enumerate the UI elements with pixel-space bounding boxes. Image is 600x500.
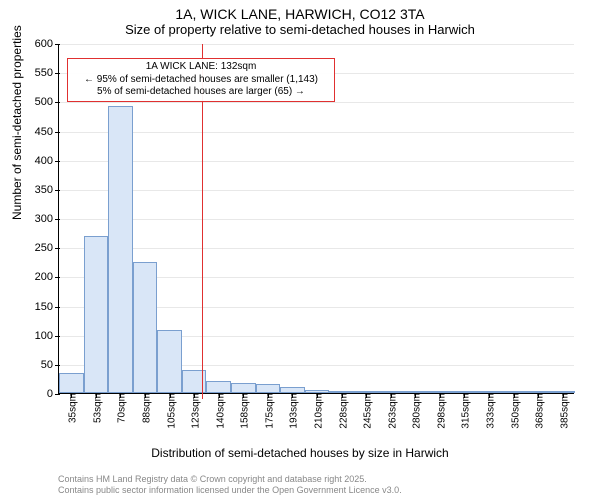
y-axis-label: Number of semi-detached properties — [10, 25, 24, 220]
annotation-box: 1A WICK LANE: 132sqm← 95% of semi-detach… — [67, 58, 335, 102]
gridline-h — [59, 161, 574, 162]
x-tick-label: 35sqm — [64, 393, 79, 423]
x-tick-label: 385sqm — [555, 393, 570, 429]
footer-line-2: Contains public sector information licen… — [58, 485, 402, 496]
histogram-bar — [133, 262, 158, 393]
y-tick-label: 400 — [35, 155, 59, 167]
y-tick-label: 450 — [35, 126, 59, 138]
x-tick-label: 105sqm — [162, 393, 177, 429]
x-tick-label: 123sqm — [187, 393, 202, 429]
y-tick-label: 600 — [35, 38, 59, 50]
x-axis-label: Distribution of semi-detached houses by … — [0, 446, 600, 460]
annotation-line: 5% of semi-detached houses are larger (6… — [72, 86, 330, 99]
x-tick-label: 315sqm — [457, 393, 472, 429]
annotation-line: ← 95% of semi-detached houses are smalle… — [72, 74, 330, 87]
y-tick-label: 0 — [47, 388, 59, 400]
x-tick-label: 70sqm — [113, 393, 128, 423]
y-tick-label: 200 — [35, 271, 59, 283]
x-tick-label: 53sqm — [88, 393, 103, 423]
x-tick-label: 350sqm — [506, 393, 521, 429]
gridline-h — [59, 190, 574, 191]
x-tick-label: 333sqm — [482, 393, 497, 429]
x-tick-label: 175sqm — [260, 393, 275, 429]
histogram-bar — [206, 381, 231, 393]
histogram-bar — [84, 236, 109, 394]
x-tick-label: 210sqm — [310, 393, 325, 429]
histogram-bar — [231, 383, 256, 394]
chart-area: 05010015020025030035040045050055060035sq… — [58, 44, 574, 394]
x-tick-label: 263sqm — [383, 393, 398, 429]
histogram-bar — [59, 373, 84, 393]
x-tick-label: 228sqm — [334, 393, 349, 429]
x-tick-label: 298sqm — [432, 393, 447, 429]
histogram-bar — [256, 384, 281, 393]
x-tick-label: 368sqm — [531, 393, 546, 429]
gridline-h — [59, 132, 574, 133]
gridline-h — [59, 102, 574, 103]
y-tick-label: 150 — [35, 301, 59, 313]
footer-attribution: Contains HM Land Registry data © Crown c… — [58, 474, 402, 497]
x-tick-label: 140sqm — [211, 393, 226, 429]
y-tick-label: 100 — [35, 330, 59, 342]
y-tick-label: 550 — [35, 67, 59, 79]
y-tick-label: 300 — [35, 213, 59, 225]
y-tick-label: 500 — [35, 96, 59, 108]
x-tick-label: 158sqm — [236, 393, 251, 429]
chart-title-main: 1A, WICK LANE, HARWICH, CO12 3TA — [0, 0, 600, 22]
histogram-bar — [108, 106, 133, 393]
footer-line-1: Contains HM Land Registry data © Crown c… — [58, 474, 402, 485]
x-tick-label: 88sqm — [138, 393, 153, 423]
gridline-h — [59, 248, 574, 249]
x-tick-label: 245sqm — [359, 393, 374, 429]
plot-area: 05010015020025030035040045050055060035sq… — [58, 44, 574, 394]
y-tick-label: 250 — [35, 242, 59, 254]
x-tick-label: 280sqm — [408, 393, 423, 429]
y-tick-label: 350 — [35, 184, 59, 196]
gridline-h — [59, 44, 574, 45]
y-tick-label: 50 — [41, 359, 59, 371]
histogram-bar — [157, 330, 182, 393]
annotation-line: 1A WICK LANE: 132sqm — [72, 61, 330, 74]
gridline-h — [59, 219, 574, 220]
x-tick-label: 193sqm — [285, 393, 300, 429]
chart-title-sub: Size of property relative to semi-detach… — [0, 22, 600, 41]
